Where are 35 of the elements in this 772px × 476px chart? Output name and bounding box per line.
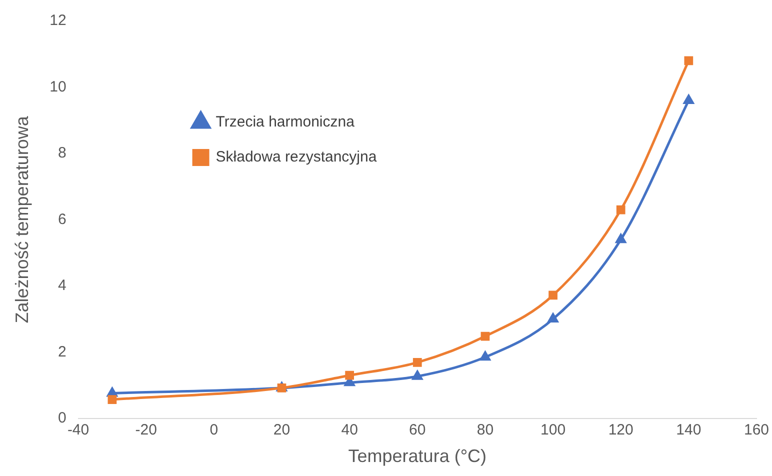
x-tick-label: 140 xyxy=(676,422,702,439)
point xyxy=(548,290,558,300)
point xyxy=(412,370,423,380)
y-tick-label: 10 xyxy=(50,78,66,96)
point xyxy=(616,234,626,244)
x-tick-label: 120 xyxy=(608,422,634,439)
y-tick-label: 12 xyxy=(50,12,66,30)
x-tick-label: 20 xyxy=(273,422,290,439)
x-tick-label: -20 xyxy=(135,422,157,439)
y-tick-label: 2 xyxy=(58,343,66,360)
y-tick-label: 0 xyxy=(58,410,66,427)
x-tick-label: 100 xyxy=(540,422,566,439)
point xyxy=(480,351,490,361)
legend-label: Trzecia harmoniczna xyxy=(216,114,356,131)
x-tick-label: -40 xyxy=(67,422,90,439)
x-tick-label: 40 xyxy=(341,422,358,439)
x-tick-label: 80 xyxy=(476,422,494,439)
point xyxy=(548,313,558,323)
y-axis-title: Zależność temperaturowa xyxy=(12,115,32,324)
point xyxy=(108,395,117,404)
point xyxy=(684,56,694,66)
point xyxy=(684,94,694,104)
point xyxy=(616,205,626,214)
x-tick-label: 60 xyxy=(409,422,426,439)
y-tick-label: 8 xyxy=(58,144,66,162)
y-tick-label: 6 xyxy=(58,210,66,228)
point xyxy=(345,370,354,380)
point xyxy=(412,358,422,367)
x-tick-label: 160 xyxy=(744,422,769,439)
legend-label: Składowa rezystancyjna xyxy=(216,148,378,166)
point xyxy=(277,384,286,392)
point xyxy=(480,332,490,341)
x-axis-title: Temperatura (°C) xyxy=(348,446,487,466)
y-tick-label: 4 xyxy=(58,277,66,294)
x-tick-label: 0 xyxy=(210,422,218,439)
